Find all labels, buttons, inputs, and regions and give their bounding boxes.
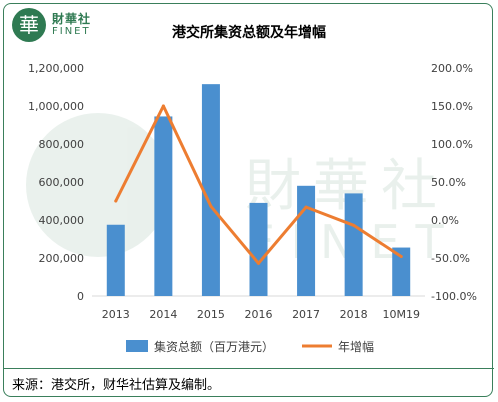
footnote-bar: 来源：港交所，财华社估算及编制。 [4,368,494,394]
x-tick-label: 2013 [102,308,130,321]
bar [297,185,316,296]
growth-point [257,261,260,265]
finet-logo-english: FINET [52,26,91,37]
bar [249,202,268,296]
y-left-tick-label: 800,000 [39,138,85,151]
chart-title: 港交所集资总额及年增幅 [172,25,326,41]
legend-bar-label: 集资总额（百万港元） [154,339,274,354]
y-left-tick-label: 1,200,000 [28,62,84,75]
watermark-seal [26,113,170,257]
x-tick-label: 2014 [149,308,177,321]
legend-line-label: 年增幅 [338,339,374,354]
x-tick-label: 2016 [245,308,273,321]
growth-point [352,223,356,227]
y-left-tick-label: 200,000 [39,252,85,265]
chart-frame [3,3,493,397]
growth-point [399,254,403,258]
y-right-tick-label: 150.0% [431,100,473,113]
bar [392,247,411,296]
bar [344,193,363,296]
bar [106,224,125,296]
x-tick-label: 2017 [292,308,320,321]
y-right-tick-label: 200.0% [431,62,473,75]
x-tick-label: 10M19 [382,308,420,321]
bar [154,116,173,296]
growth-point [209,204,213,208]
bar [201,84,220,297]
watermark-cn: 財華社 [245,154,449,219]
y-right-tick-label: -100.0% [431,290,477,303]
y-left-tick-label: 400,000 [39,214,85,227]
finet-logo: 華 財華社 FINET [12,6,132,48]
finet-logo-chinese: 財華社 [52,12,92,26]
legend-bar-swatch [126,340,148,352]
growth-point [304,205,308,209]
y-right-tick-label: 50.0% [431,176,466,189]
y-right-tick-label: 0.0% [431,214,459,227]
y-right-tick-label: -50.0% [431,252,470,265]
growth-point [114,199,118,203]
y-right-tick-label: 100.0% [431,138,473,151]
y-left-tick-label: 600,000 [39,176,85,189]
y-left-tick-label: 1,000,000 [28,100,84,113]
y-left-tick-label: 0 [77,290,84,303]
finet-logo-mark: 華 [12,8,46,42]
x-tick-label: 2018 [340,308,368,321]
growth-point [161,104,165,108]
x-tick-label: 2015 [197,308,225,321]
source-footnote: 来源：港交所，财华社估算及编制。 [12,378,221,393]
